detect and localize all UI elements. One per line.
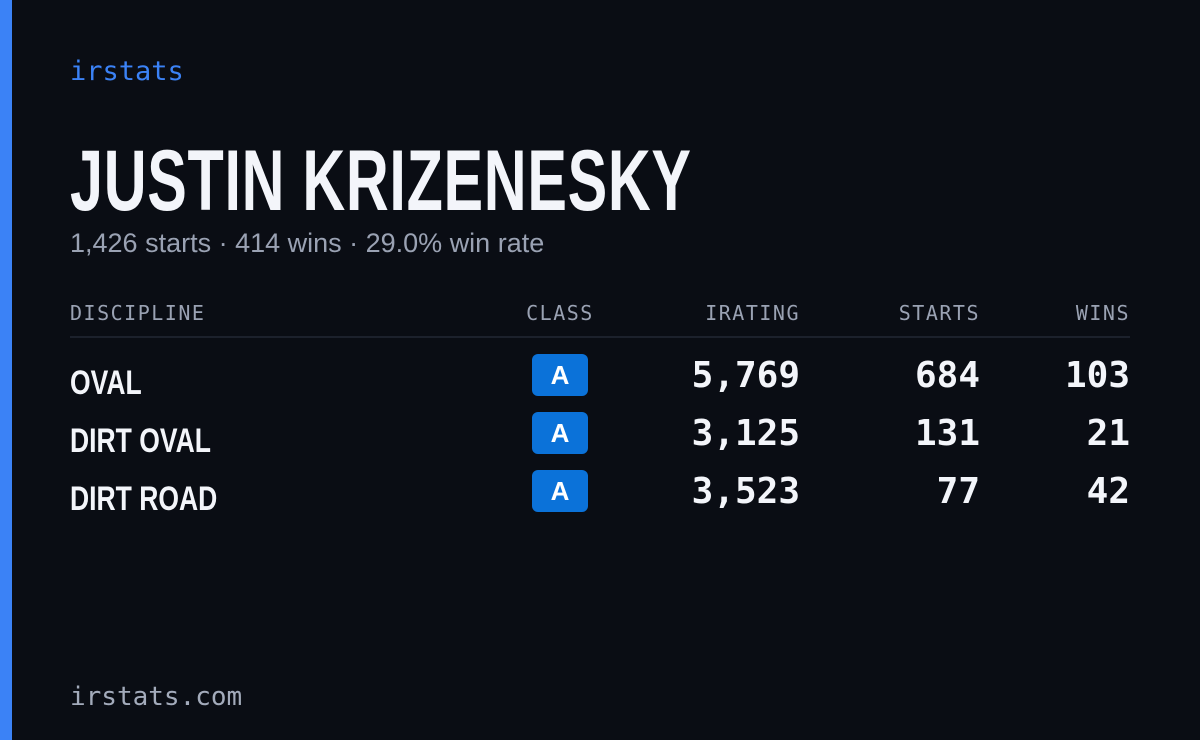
irating-value: 3,523	[691, 471, 800, 512]
class-badge: A	[532, 412, 588, 454]
wins-value: 42	[1086, 471, 1130, 512]
starts-value: 131	[914, 413, 980, 454]
wins-value: 103	[1064, 355, 1130, 396]
discipline-name: OVAL	[70, 364, 142, 402]
driver-summary: 1,426 starts · 414 wins · 29.0% win rate	[70, 228, 545, 258]
class-badge: A	[532, 470, 588, 512]
irating-value: 3,125	[691, 413, 800, 454]
header-discipline: DISCIPLINE	[70, 301, 206, 325]
starts-value: 77	[936, 471, 980, 512]
driver-name: JUSTIN KRIZENESKY	[70, 133, 692, 229]
starts-value: 684	[914, 355, 980, 396]
header-irating: IRATING	[705, 301, 800, 325]
irating-value: 5,769	[691, 355, 800, 396]
accent-bar	[0, 0, 12, 740]
discipline-name: DIRT OVAL	[70, 422, 211, 460]
discipline-name: DIRT ROAD	[70, 480, 218, 518]
header-rule	[70, 336, 1130, 338]
header-class: CLASS	[526, 301, 594, 325]
wins-value: 21	[1086, 413, 1130, 454]
header-wins: WINS	[1075, 301, 1130, 325]
brand: irstats	[70, 56, 184, 87]
header-starts: STARTS	[898, 301, 980, 325]
footer-url: irstats.com	[70, 682, 243, 712]
class-badge: A	[532, 354, 588, 396]
